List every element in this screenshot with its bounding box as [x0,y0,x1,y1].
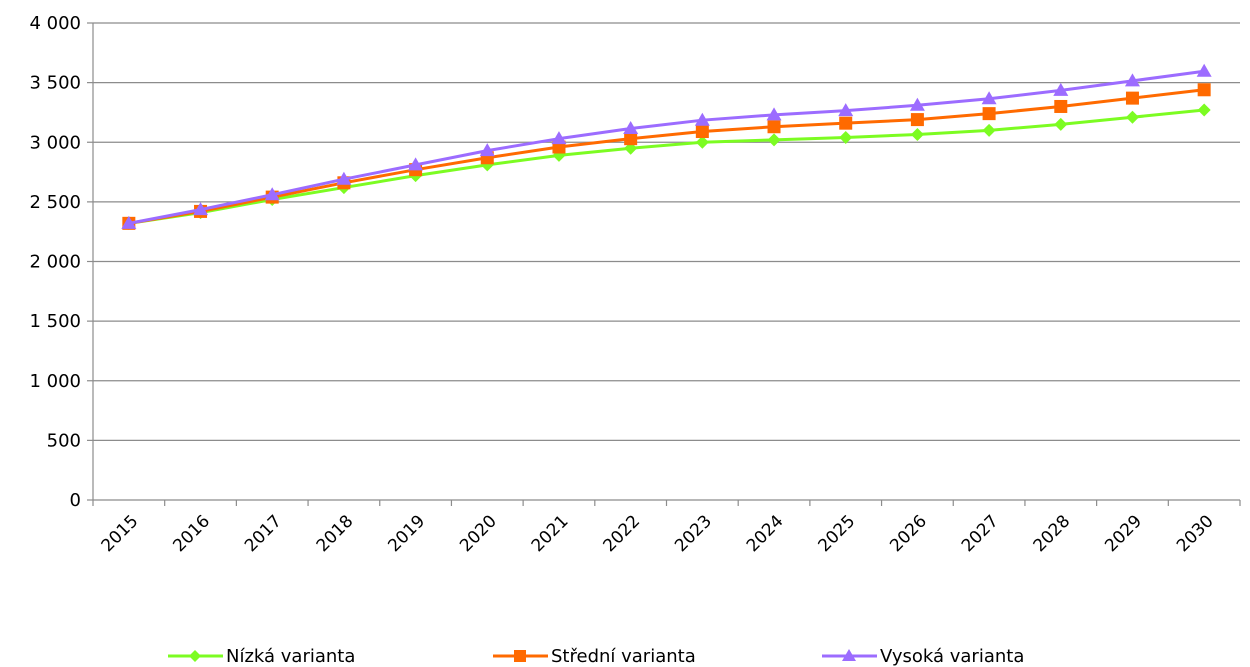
data-point-square [1125,91,1139,105]
data-point-diamond [1054,117,1068,131]
data-point-triangle [1196,63,1212,77]
data-point-square [767,120,781,134]
legend-item: Vysoká varianta [822,646,1024,667]
x-tick-label: 2020 [456,511,501,556]
x-tick-label: 2018 [313,511,358,556]
y-tick-label: 500 [47,430,81,451]
data-point-square [514,650,526,662]
data-point-triangle [121,215,137,229]
data-point-triangle [623,121,639,135]
x-tick-label: 2015 [98,511,143,556]
x-tick-label: 2029 [1101,511,1146,556]
data-point-diamond [982,123,996,137]
data-point-triangle [408,157,424,171]
data-point-diamond [695,135,709,149]
data-point-square [1197,83,1211,97]
x-tick-label: 2019 [384,511,429,556]
data-point-diamond [1125,110,1139,124]
x-tick-label: 2025 [815,511,860,556]
series-line [128,88,1205,225]
data-point-square [839,116,853,130]
data-point-diamond [910,127,924,141]
y-tick-label: 4 000 [29,13,81,34]
data-point-square [910,113,924,127]
y-tick-label: 3 000 [29,132,81,153]
data-point-triangle [981,91,997,105]
series-square [122,83,1211,230]
data-point-triangle [1124,73,1140,87]
x-tick-label: 2028 [1030,511,1075,556]
legend: Nízká varianta Střední varianta Vysoká var… [168,646,1024,667]
data-point-triangle [766,107,782,121]
legend-label: Nízká varianta [226,646,355,667]
data-point-triangle [842,649,856,661]
legend-label: Střední varianta [551,646,696,667]
data-point-square [1054,99,1068,113]
series-triangle [121,63,1212,229]
y-tick-label: 2 500 [29,192,81,213]
series-lines [121,63,1212,230]
x-tick-label: 2030 [1173,511,1218,556]
x-tick-label: 2026 [886,511,931,556]
data-point-square [695,125,709,139]
x-tick-label: 2017 [241,511,286,556]
legend-label: Vysoká varianta [880,646,1024,667]
data-point-triangle [193,202,209,216]
data-point-square [624,132,638,146]
y-tick-label: 2 000 [29,252,81,273]
series-diamond [122,103,1211,230]
data-point-triangle [694,112,710,126]
series-line [128,69,1205,225]
x-tick-label: 2021 [528,511,573,556]
x-tick-label: 2027 [958,511,1003,556]
y-tick-label: 0 [70,490,81,511]
series-line [128,108,1205,225]
data-point-triangle [838,103,854,117]
data-point-diamond [767,133,781,147]
data-point-triangle [1053,82,1069,96]
x-tick-label: 2023 [671,511,716,556]
data-point-triangle [551,131,567,145]
data-point-diamond [189,650,201,662]
legend-item: Nízká varianta [168,646,355,667]
x-tick-label: 2024 [743,511,788,556]
gridlines [93,22,1240,441]
legend-item: Střední varianta [493,646,696,667]
data-point-diamond [839,130,853,144]
data-point-diamond [1197,103,1211,117]
data-point-square [982,107,996,121]
data-point-triangle [479,143,495,157]
data-point-triangle [264,187,280,201]
x-tick-label: 2022 [599,511,644,556]
data-point-triangle [336,171,352,185]
y-tick-label: 3 500 [29,73,81,94]
data-point-triangle [909,97,925,111]
y-tick-label: 1 000 [29,371,81,392]
y-tick-label: 1 500 [29,311,81,332]
x-tick-label: 2016 [169,511,214,556]
